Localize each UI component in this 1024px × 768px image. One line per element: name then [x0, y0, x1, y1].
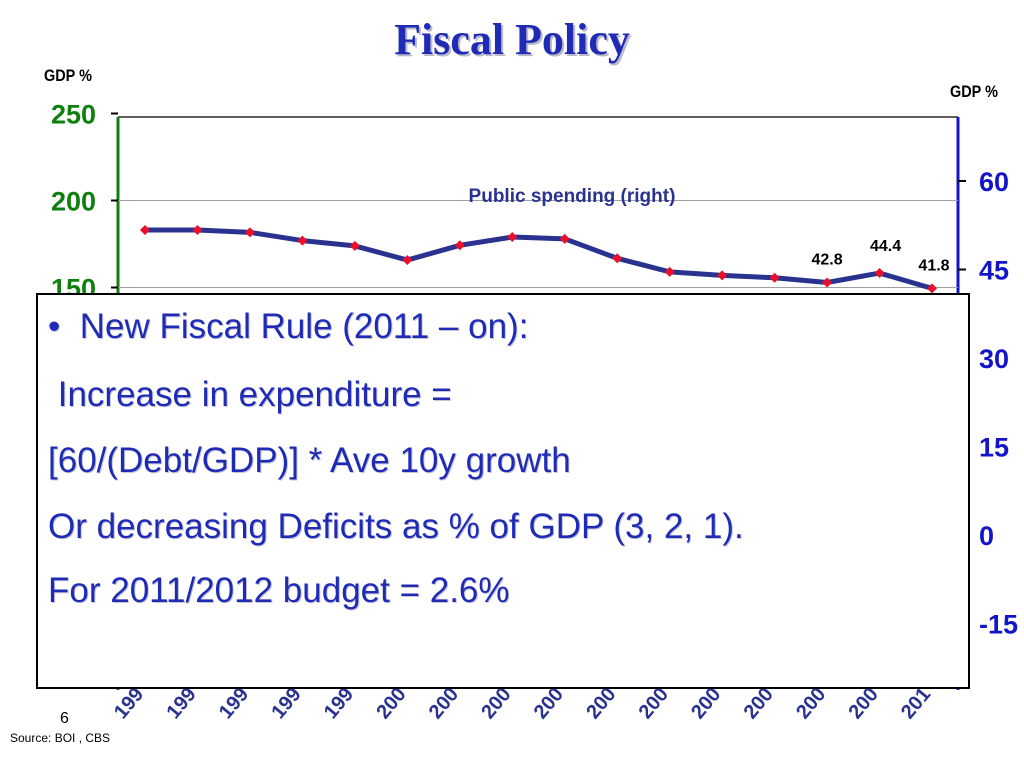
data-label: 42.8: [811, 251, 842, 268]
x-tick-label: 199: [162, 684, 200, 724]
x-tick-label: 200: [687, 684, 725, 724]
right-axis-unit: GDP %: [950, 82, 998, 101]
x-tick-label: 200: [372, 684, 410, 724]
x-tick-label: 200: [477, 684, 515, 724]
x-tick-label: 200: [845, 684, 883, 724]
data-point: [717, 270, 728, 281]
source-note: Source: BOI , CBS: [10, 731, 111, 745]
left-axis-unit: GDP %: [44, 66, 92, 85]
fiscal-rule-line: [60/(Debt/GDP)] * Ave 10y growth: [48, 441, 571, 480]
page-number: 6: [60, 710, 69, 727]
x-tick-label: 200: [740, 684, 778, 724]
data-point: [559, 233, 570, 244]
fiscal-rule-line: • New Fiscal Rule (2011 – on):: [48, 307, 529, 346]
x-tick-label: 200: [530, 684, 568, 724]
fiscal-rule-line: For 2011/2012 budget = 2.6%: [48, 571, 510, 610]
fiscal-rule-box: • New Fiscal Rule (2011 – on): Increase …: [36, 293, 970, 689]
data-point: [297, 235, 308, 246]
series-line: [145, 227, 933, 291]
data-point: [664, 266, 675, 277]
series-label: Public spending (right): [469, 186, 676, 207]
x-tick-label: 199: [110, 684, 148, 724]
fiscal-rule-line: Increase in expenditure =: [48, 375, 452, 414]
right-tick-label: 30: [979, 344, 1009, 374]
data-point: [349, 240, 360, 251]
x-tick-label: 200: [635, 684, 673, 724]
data-point: [140, 224, 150, 235]
x-tick-label: 200: [792, 684, 830, 724]
data-point: [454, 240, 465, 251]
left-tick-label: 200: [51, 187, 96, 217]
data-point: [244, 227, 255, 238]
right-tick-label: 0: [979, 521, 994, 551]
slide-title: Fiscal Policy: [394, 15, 630, 64]
left-tick-label: 250: [51, 100, 96, 130]
x-tick-label: 200: [425, 684, 463, 724]
right-tick-label: 15: [979, 433, 1009, 463]
data-point: [927, 283, 937, 294]
data-point: [769, 272, 780, 283]
data-point: [874, 268, 885, 279]
data-point: [192, 224, 203, 235]
right-tick-label: 45: [979, 256, 1009, 286]
data-point: [402, 255, 413, 266]
right-tick-label: -15: [979, 610, 1018, 640]
data-label: 44.4: [870, 238, 901, 255]
x-tick-label: 199: [267, 684, 305, 724]
fiscal-rule-line: Or decreasing Deficits as % of GDP (3, 2…: [48, 507, 744, 546]
data-point: [507, 232, 518, 243]
x-tick-label: 199: [320, 684, 358, 724]
right-tick-label: 60: [979, 167, 1009, 197]
x-tick-label: 199: [215, 684, 253, 724]
x-tick-label: 201: [897, 684, 935, 724]
data-point: [612, 253, 623, 264]
data-point: [822, 277, 833, 288]
x-tick-label: 200: [582, 684, 620, 724]
data-label: 41.8: [918, 257, 949, 274]
